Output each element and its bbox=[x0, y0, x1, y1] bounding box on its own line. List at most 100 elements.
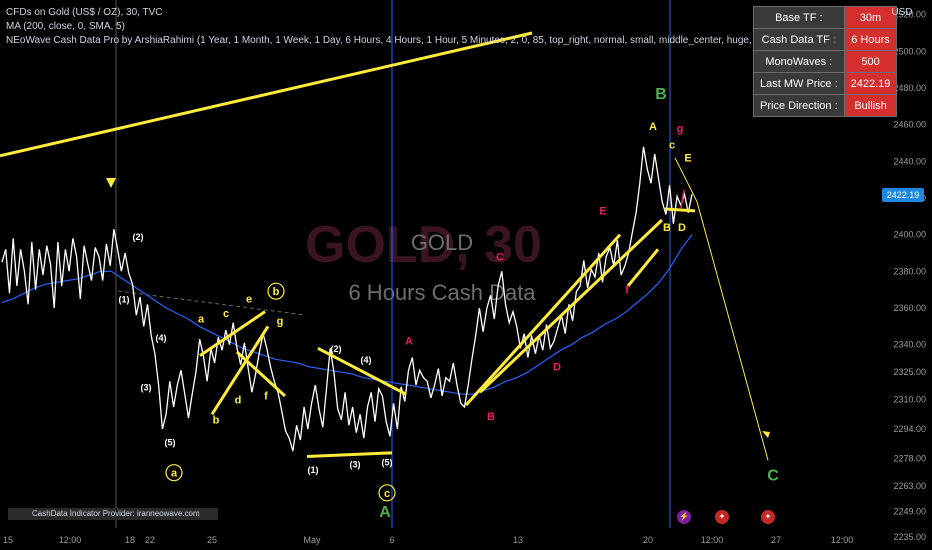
high-marker-arrow bbox=[106, 178, 116, 188]
wave-label: a bbox=[198, 314, 205, 326]
table-row: Cash Data TF :6 Hours bbox=[753, 28, 898, 51]
trendline[interactable] bbox=[306, 451, 393, 458]
table-key: Price Direction : bbox=[753, 94, 845, 117]
lightning-event-icon[interactable]: ⚡ bbox=[677, 510, 691, 524]
y-tick-label: 2480.00 bbox=[893, 83, 926, 93]
pink-wave-tick bbox=[680, 189, 685, 209]
trendline[interactable] bbox=[626, 248, 660, 287]
x-tick-label: 12:00 bbox=[831, 535, 854, 545]
symbol-line[interactable]: CFDs on Gold (US$ / OZ), 30, TVC bbox=[6, 7, 163, 18]
x-tick-label: 6 bbox=[389, 535, 394, 545]
table-key: MonoWaves : bbox=[753, 50, 845, 73]
wave-label: (1) bbox=[308, 465, 319, 475]
trendline[interactable] bbox=[0, 31, 533, 158]
y-tick-label: 2278.00 bbox=[893, 453, 926, 463]
trendline[interactable] bbox=[235, 350, 287, 398]
wave-label: b bbox=[273, 286, 280, 298]
table-row: Price Direction : Bullish bbox=[753, 94, 898, 117]
y-tick-label: 2460.00 bbox=[893, 120, 926, 130]
indicator-line-legend[interactable]: NEoWave Cash Data Pro by ArshiaRahimi (1… bbox=[6, 35, 764, 46]
us-flag-event-icon[interactable]: ✦ bbox=[715, 510, 729, 524]
table-row: Last MW Price :2422.19 bbox=[753, 72, 898, 95]
watermark-title: GOLD bbox=[411, 230, 473, 255]
wave-label: b bbox=[213, 415, 220, 427]
wave-label: A bbox=[405, 336, 413, 348]
wave-label: (2) bbox=[331, 344, 342, 354]
wave-label: g bbox=[277, 316, 284, 328]
y-tick-label: 2294.00 bbox=[893, 424, 926, 434]
table-row: Base TF :30m bbox=[753, 6, 898, 29]
y-tick-label: 2340.00 bbox=[893, 340, 926, 350]
wave-label: (2) bbox=[133, 232, 144, 242]
wave-label: D bbox=[553, 361, 561, 373]
wave-label: c bbox=[223, 308, 229, 320]
wave-label: e bbox=[246, 294, 252, 306]
x-tick-label: 12:00 bbox=[59, 535, 82, 545]
x-tick-label: 15 bbox=[3, 535, 13, 545]
wave-label: C bbox=[767, 467, 779, 484]
currency-label[interactable]: USD bbox=[891, 7, 913, 18]
wave-label: c bbox=[384, 488, 390, 500]
last-price-label: 2422.19 bbox=[887, 190, 920, 200]
wave-label: B bbox=[655, 86, 667, 103]
table-value: 2422.19 bbox=[843, 72, 898, 95]
y-tick-label: 2400.00 bbox=[893, 230, 926, 240]
y-tick-label: 2310.00 bbox=[893, 395, 926, 405]
wave-label: (3) bbox=[350, 460, 361, 470]
wave-label: (4) bbox=[361, 355, 372, 365]
wave-label: A bbox=[649, 121, 657, 133]
us-flag-event-icon[interactable]: ✦ bbox=[761, 510, 775, 524]
wave-label: B bbox=[487, 411, 495, 423]
x-tick-label: 25 bbox=[207, 535, 217, 545]
ma-line-legend[interactable]: MA (200, close, 0, SMA, 5) bbox=[6, 21, 125, 32]
wave-label: A bbox=[379, 504, 391, 521]
trendline[interactable] bbox=[317, 347, 407, 396]
watermark-subtitle: 6 Hours Cash Data bbox=[348, 280, 536, 305]
y-tick-label: 2263.00 bbox=[893, 481, 926, 491]
trendline[interactable] bbox=[664, 207, 696, 213]
wave-label: (5) bbox=[382, 458, 393, 468]
projection-arrowhead bbox=[762, 431, 770, 438]
wave-label-circle bbox=[378, 484, 396, 502]
trendline[interactable] bbox=[478, 218, 664, 394]
wave-label-circle bbox=[165, 464, 183, 482]
wave-label: d bbox=[235, 394, 242, 406]
wave-label: B bbox=[663, 222, 671, 234]
wave-label: f bbox=[625, 284, 629, 296]
ma-200-line bbox=[1, 234, 693, 395]
trendline[interactable] bbox=[199, 310, 266, 357]
table-value: 6 Hours bbox=[843, 28, 898, 51]
table-row: MonoWaves :500 bbox=[753, 50, 898, 73]
y-tick-label: 2325.00 bbox=[893, 367, 926, 377]
y-tick-label: 2440.00 bbox=[893, 156, 926, 166]
table-key: Cash Data TF : bbox=[753, 28, 845, 51]
chart-legend: CFDs on Gold (US$ / OZ), 30, TVC MA (200… bbox=[6, 6, 763, 48]
trendline[interactable] bbox=[464, 233, 622, 407]
y-tick-label: 2500.00 bbox=[893, 46, 926, 56]
y-tick-label: 2380.00 bbox=[893, 266, 926, 276]
wave-label: g bbox=[677, 123, 684, 135]
price-line bbox=[1, 146, 693, 452]
wave-label: D bbox=[678, 222, 686, 234]
y-tick-label: 2520.00 bbox=[893, 10, 926, 20]
trendlines bbox=[0, 31, 696, 458]
wave-labels: (2) (1) (4) (3) (5) a a c e b g d f b (2) (4) (1) (3) (5) c… bbox=[119, 86, 780, 521]
wave-label: (3) bbox=[141, 383, 152, 393]
x-tick-label: 20 bbox=[643, 535, 653, 545]
table-key: Last MW Price : bbox=[753, 72, 845, 95]
x-tick-label: 27 bbox=[771, 535, 781, 545]
x-tick-label: 22 bbox=[145, 535, 155, 545]
watermark: GOLD, 30 GOLD 6 Hours Cash Data bbox=[305, 216, 542, 305]
wave-label-circle bbox=[267, 282, 285, 300]
x-tick-label: 13 bbox=[513, 535, 523, 545]
trendline[interactable] bbox=[210, 325, 270, 416]
table-value: Bullish bbox=[843, 94, 898, 117]
y-tick-label: 2235.00 bbox=[893, 532, 926, 542]
table-key: Base TF : bbox=[753, 6, 845, 29]
wave-label: C bbox=[496, 251, 504, 263]
watermark-back: GOLD, 30 bbox=[305, 216, 542, 274]
indicator-credit: CashData Indicator Provider: iranneowave… bbox=[8, 508, 218, 520]
x-tick-label: 12:00 bbox=[701, 535, 724, 545]
cash-data-info-table: Base TF :30m Cash Data TF :6 Hours MonoW… bbox=[753, 6, 898, 117]
wave-label: (1) bbox=[119, 295, 130, 305]
